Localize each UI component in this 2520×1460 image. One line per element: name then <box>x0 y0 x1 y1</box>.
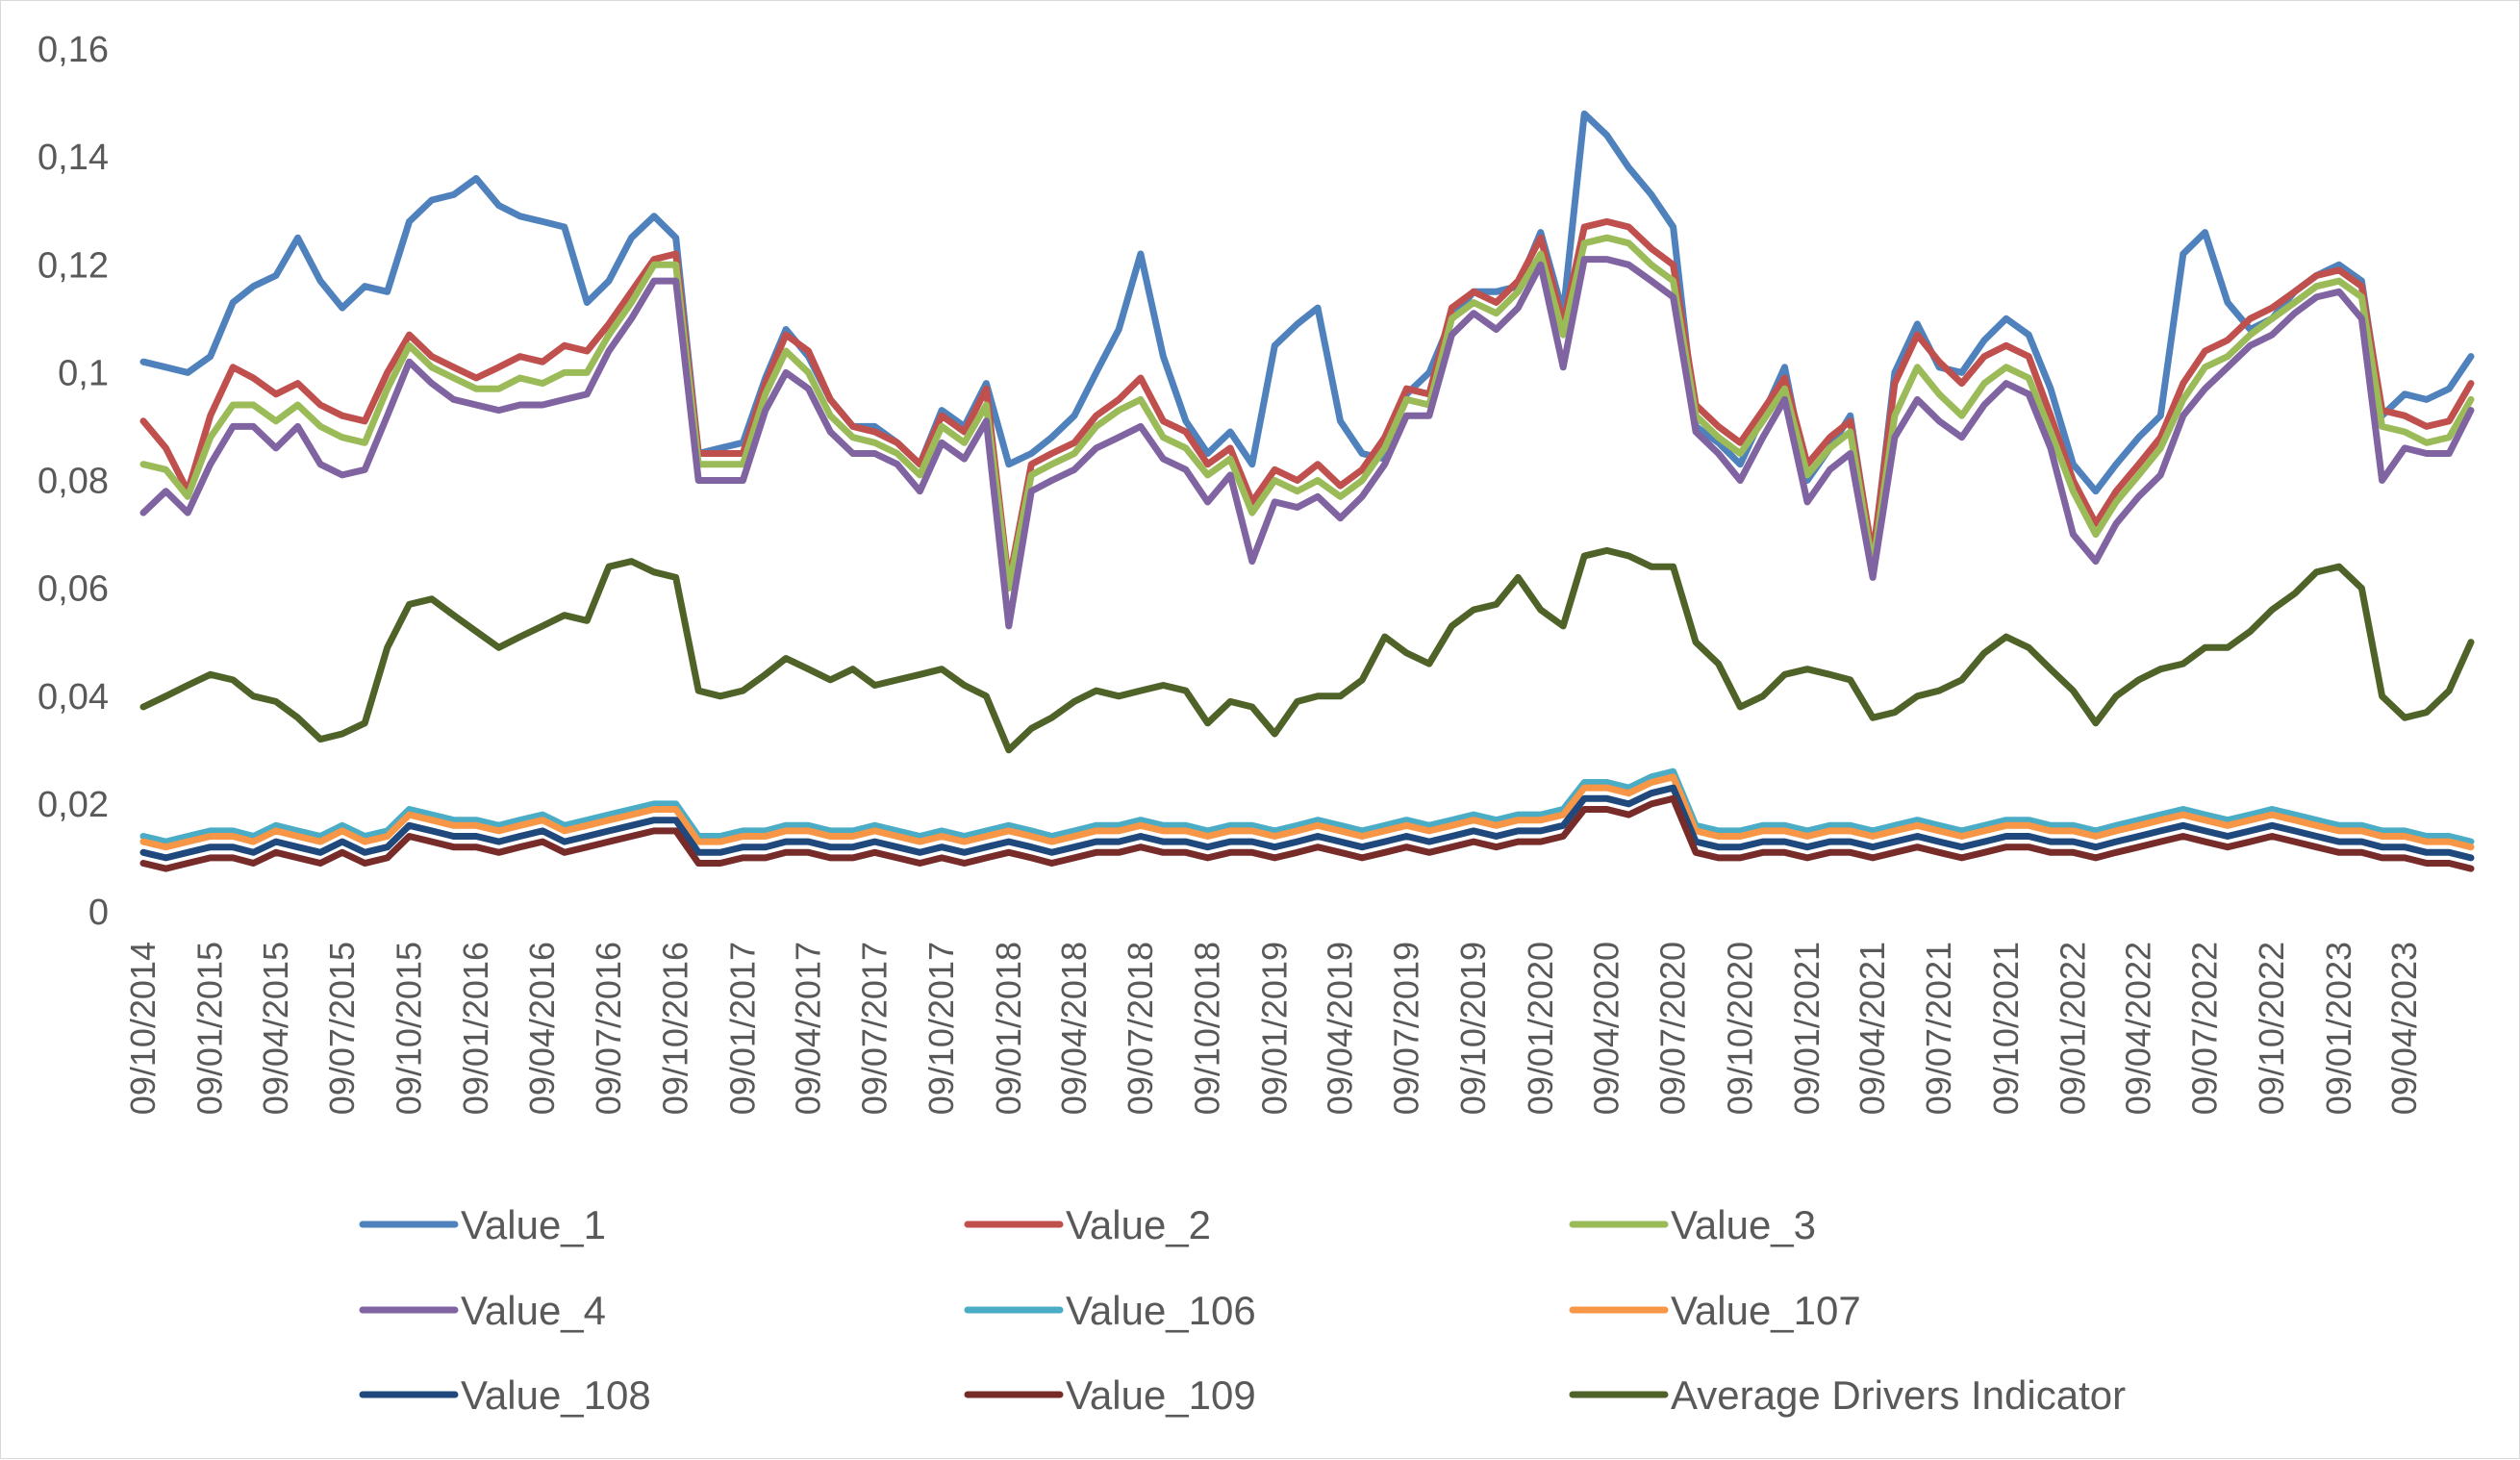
x-tick-label: 09/04/2020 <box>1587 942 1626 1115</box>
x-axis-tick-labels: 09/10/2014 09/01/2015 09/04/2015 09/07/2015… <box>123 942 2424 1115</box>
y-tick-label: 0,02 <box>38 785 109 825</box>
x-tick-label: 09/07/2020 <box>1653 942 1693 1115</box>
y-tick-label: 0,16 <box>38 30 109 70</box>
x-tick-label: 09/01/2020 <box>1521 942 1560 1115</box>
legend-label: Value_106 <box>1066 1288 1256 1333</box>
x-tick-label: 09/07/2017 <box>854 942 894 1115</box>
x-tick-label: 09/01/2022 <box>2053 942 2092 1115</box>
x-tick-label: 09/01/2019 <box>1254 942 1294 1115</box>
x-tick-label: 09/10/2022 <box>2252 942 2291 1115</box>
y-tick-label: 0 <box>88 893 109 933</box>
series-line <box>139 110 2475 566</box>
series-line <box>139 256 2475 630</box>
series-line <box>139 773 2475 851</box>
x-tick-label: 09/04/2015 <box>256 942 295 1115</box>
legend-label: Value_2 <box>1066 1202 1211 1247</box>
series-line <box>139 234 2475 592</box>
x-tick-label: 09/07/2021 <box>1919 942 1958 1115</box>
series-line <box>139 217 2475 587</box>
x-tick-label: 09/01/2015 <box>190 942 230 1115</box>
y-tick-label: 0,1 <box>58 353 109 393</box>
x-tick-label: 09/10/2021 <box>1986 942 2026 1115</box>
y-tick-label: 0,14 <box>38 138 109 178</box>
x-tick-label: 09/07/2018 <box>1121 942 1160 1115</box>
x-tick-label: 09/04/2021 <box>1852 942 1892 1115</box>
x-tick-label: 09/07/2019 <box>1386 942 1425 1115</box>
x-tick-label: 09/10/2019 <box>1453 942 1493 1115</box>
x-tick-label: 09/10/2016 <box>656 942 695 1115</box>
legend-label: Value_3 <box>1671 1202 1816 1247</box>
x-tick-label: 09/01/2018 <box>989 942 1028 1115</box>
y-tick-label: 0,04 <box>38 677 109 717</box>
x-tick-label: 09/10/2014 <box>123 942 163 1115</box>
legend-label: Average Drivers Indicator <box>1671 1372 2126 1418</box>
y-tick-label: 0,06 <box>38 569 109 610</box>
y-tick-label: 0,12 <box>38 245 109 286</box>
x-tick-label: 09/07/2022 <box>2185 942 2225 1115</box>
x-tick-label: 09/01/2021 <box>1787 942 1827 1115</box>
series-line <box>139 546 2475 754</box>
x-tick-label: 09/04/2016 <box>522 942 562 1115</box>
series-line <box>139 768 2475 845</box>
legend-label: Value_4 <box>461 1288 606 1333</box>
legend-label: Value_1 <box>461 1202 606 1247</box>
series-line <box>139 784 2475 862</box>
legend-label: Value_109 <box>1066 1372 1256 1418</box>
series-line <box>139 794 2475 872</box>
x-tick-label: 09/07/2016 <box>589 942 628 1115</box>
legend-label: Value_108 <box>461 1372 651 1418</box>
x-tick-label: 09/07/2015 <box>322 942 362 1115</box>
x-tick-label: 09/04/2017 <box>789 942 828 1115</box>
x-tick-label: 09/04/2018 <box>1054 942 1094 1115</box>
legend: Value_1 Value_2 Value_3 Value_4 Value_106 Val… <box>359 1202 2126 1418</box>
y-tick-label: 0,08 <box>38 462 109 502</box>
x-tick-label: 09/01/2017 <box>722 942 762 1115</box>
x-tick-label: 09/04/2023 <box>2384 942 2424 1115</box>
y-axis-tick-labels: 0 0,02 0,04 0,06 0,08 0,1 0,12 0,14 0,16 <box>38 30 109 933</box>
x-tick-label: 09/10/2015 <box>389 942 428 1115</box>
x-tick-label: 09/10/2017 <box>921 942 961 1115</box>
x-tick-label: 09/04/2019 <box>1320 942 1359 1115</box>
x-tick-label: 09/01/2023 <box>2319 942 2358 1115</box>
x-tick-label: 09/10/2018 <box>1188 942 1227 1115</box>
legend-label: Value_107 <box>1671 1288 1861 1333</box>
x-tick-label: 09/04/2022 <box>2119 942 2158 1115</box>
x-tick-label: 09/01/2016 <box>456 942 495 1115</box>
x-tick-label: 09/10/2020 <box>1720 942 1759 1115</box>
series-lines <box>139 110 2475 872</box>
